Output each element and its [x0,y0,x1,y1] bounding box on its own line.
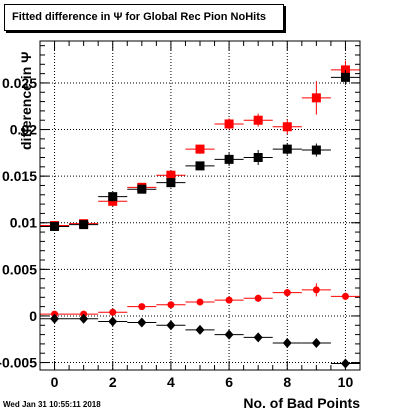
data-point-square [224,154,234,164]
data-point-diamond [50,313,60,324]
data-point-square [282,144,292,154]
data-point-square [137,184,147,194]
data-point-diamond [79,313,89,324]
y-tick-label: 0.015 [2,168,37,184]
plot-frame [39,40,361,371]
data-point-circle [312,286,320,294]
x-tick-label: 6 [225,374,233,390]
x-tick-label: 2 [109,374,117,390]
y-tick-label: 0.01 [10,215,37,231]
data-point-square [340,72,350,82]
data-point-circle [167,301,175,309]
data-point-circle [196,298,204,306]
data-point-square [282,122,292,132]
y-tick-label: 0.005 [2,261,37,277]
data-point-circle [225,296,233,304]
data-point-square [79,220,89,230]
series-0 [40,60,360,231]
y-tick-label: 0.02 [10,122,37,138]
y-tick-label: -0.005 [0,355,37,371]
data-point-diamond [282,337,292,348]
series-1 [40,69,360,231]
data-point-square [253,115,263,125]
data-point-diamond [340,358,350,369]
series-2 [40,283,360,318]
series-3 [40,313,360,369]
data-series [40,60,360,369]
data-point-square [311,93,321,103]
data-point-circle [283,289,291,297]
data-point-circle [341,292,349,300]
data-point-diamond [224,329,234,340]
y-tick-label: 0 [29,308,37,324]
data-point-square [253,153,263,163]
timestamp: Wed Jan 31 10:55:11 2018 [3,400,101,409]
data-point-square [195,144,205,154]
x-tick-label: 8 [283,374,291,390]
data-point-diamond [195,324,205,335]
data-point-square [108,196,118,206]
data-point-circle [254,294,262,302]
data-point-square [166,178,176,188]
y-tick-label: 0.025 [2,75,37,91]
data-point-diamond [166,320,176,331]
data-point-diamond [253,332,263,343]
y-axis-label: difference in Ψ [18,51,34,150]
data-point-square [311,145,321,155]
x-axis-label: No. of Bad Points [243,395,360,411]
x-tick-label: 10 [338,374,354,390]
data-point-diamond [311,337,321,348]
x-tick-label: 0 [51,374,59,390]
chart-title: Fitted difference in Ψ for Global Rec Pi… [4,4,284,31]
data-point-diamond [108,316,118,327]
data-point-square [50,221,60,231]
data-point-circle [138,303,146,311]
x-axis: 0 2 4 6 8 10 [39,41,361,390]
grid-lines [40,41,360,370]
data-point-square [224,119,234,129]
data-point-circle [109,308,117,316]
y-axis: -0.005 0 0.005 0.01 0.015 0.02 0.025 [0,45,360,371]
x-tick-label: 4 [167,374,175,390]
data-point-square [195,161,205,171]
data-point-diamond [137,317,147,328]
data-point-square [166,170,176,180]
data-point-square [108,192,118,202]
